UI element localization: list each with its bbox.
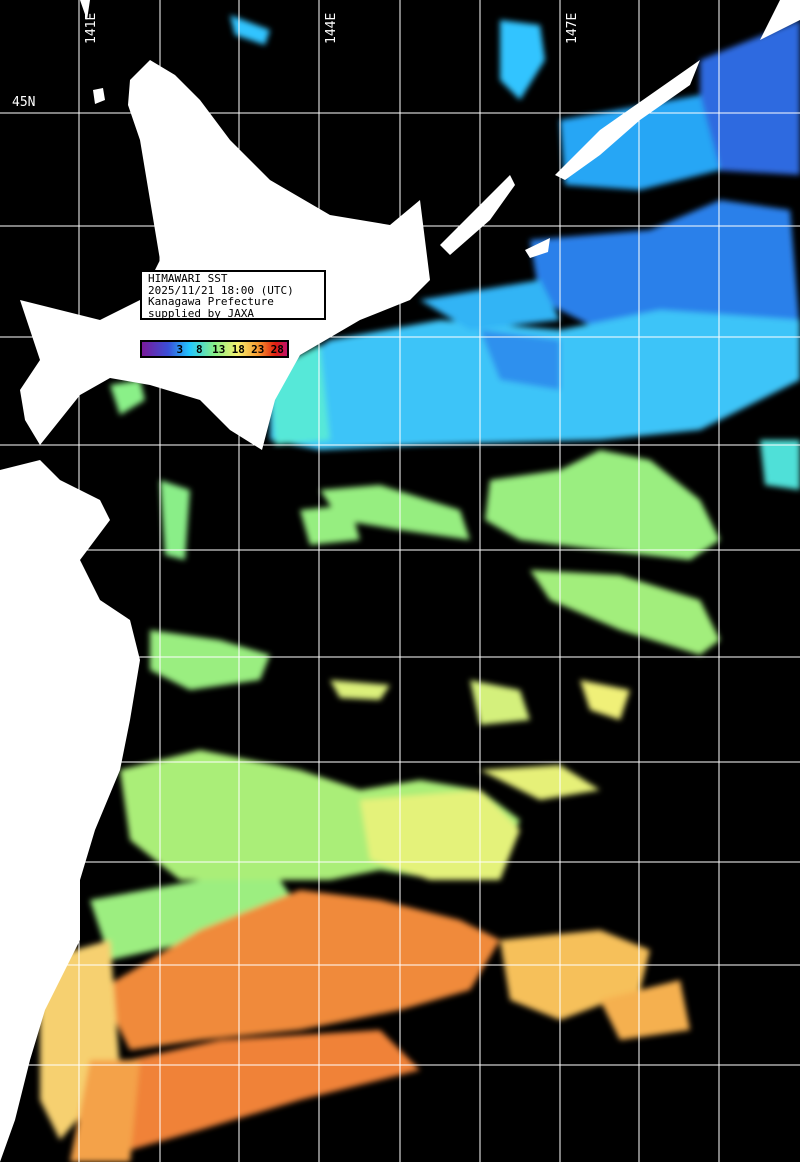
lon-label-144e: 144E (324, 12, 339, 44)
legend-tick: 28 (270, 342, 284, 356)
legend-tick: 23 (251, 342, 265, 356)
legend-tick: 8 (195, 342, 203, 356)
info-datetime: 2025/11/21 18:00 (UTC) (148, 283, 294, 297)
lon-label-141e: 141E (84, 12, 99, 44)
info-box: HIMAWARI SST 2025/11/21 18:00 (UTC) Kana… (140, 270, 326, 320)
info-credit: supplied by JAXA (148, 306, 254, 320)
legend-tick: 3 (176, 342, 184, 356)
lat-label-45n: 45N (12, 95, 36, 110)
info-organization: Kanagawa Prefecture (148, 295, 274, 308)
legend-tick: 13 (212, 342, 226, 356)
color-scale-legend: 3 8 13 18 23 28 (140, 340, 289, 358)
legend-tick: 18 (231, 342, 245, 356)
info-title: HIMAWARI SST (148, 272, 228, 285)
lon-label-147e: 147E (565, 12, 580, 44)
